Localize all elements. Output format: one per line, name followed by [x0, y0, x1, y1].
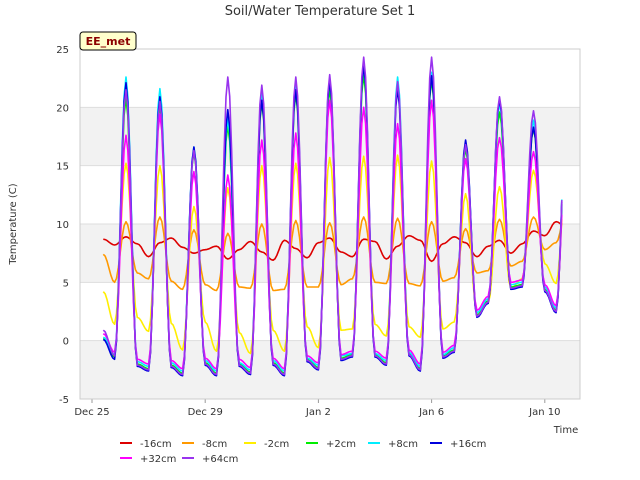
legend-label: -2cm — [264, 439, 289, 450]
legend-label: -16cm — [140, 439, 172, 450]
chart-title: Soil/Water Temperature Set 1 — [225, 4, 416, 19]
legend-label: +8cm — [388, 439, 418, 450]
station-badge-box — [79, 31, 137, 51]
y-tick-label: 0 — [63, 337, 69, 348]
legend-label: +64cm — [202, 454, 238, 465]
legend-label: +2cm — [326, 439, 356, 450]
series-line-+64cm — [102, 56, 563, 376]
y-tick-label: 15 — [56, 162, 69, 173]
y-tick-label: 20 — [56, 103, 69, 114]
plot-frame — [79, 48, 581, 400]
x-tick-label: Dec 25 — [74, 407, 109, 418]
x-axis-label: Time — [553, 425, 578, 436]
legend-label: +32cm — [140, 454, 176, 465]
plot-series — [102, 56, 563, 377]
x-axis: Dec 25 Dec 29 Jan 2 Jan 6 Jan 10 — [74, 399, 560, 418]
series-line--8cm — [102, 216, 563, 292]
y-tick-label: 25 — [56, 45, 69, 56]
plot-band — [80, 340, 580, 399]
legend-label: +16cm — [450, 439, 486, 450]
y-tick-label: -5 — [59, 395, 69, 406]
y-axis-label: Temperature (C) — [8, 183, 19, 265]
x-tick-label: Jan 10 — [528, 407, 560, 418]
legend: -16cm -8cm -2cm +2cm +8cm +16cm +32cm +64cm — [120, 439, 486, 465]
x-tick-label: Jan 6 — [418, 407, 444, 418]
station-badge-text: EE_met — [86, 35, 131, 48]
y-tick-label: 5 — [63, 278, 69, 289]
y-tick-label: 10 — [56, 220, 69, 231]
legend-label: -8cm — [202, 439, 227, 450]
x-tick-label: Dec 29 — [188, 407, 223, 418]
series-line--16cm — [103, 220, 563, 263]
x-tick-label: Jan 2 — [305, 407, 331, 418]
y-axis: -5 0 5 10 15 20 25 — [56, 45, 69, 406]
station-badge: EE_met — [79, 31, 137, 51]
